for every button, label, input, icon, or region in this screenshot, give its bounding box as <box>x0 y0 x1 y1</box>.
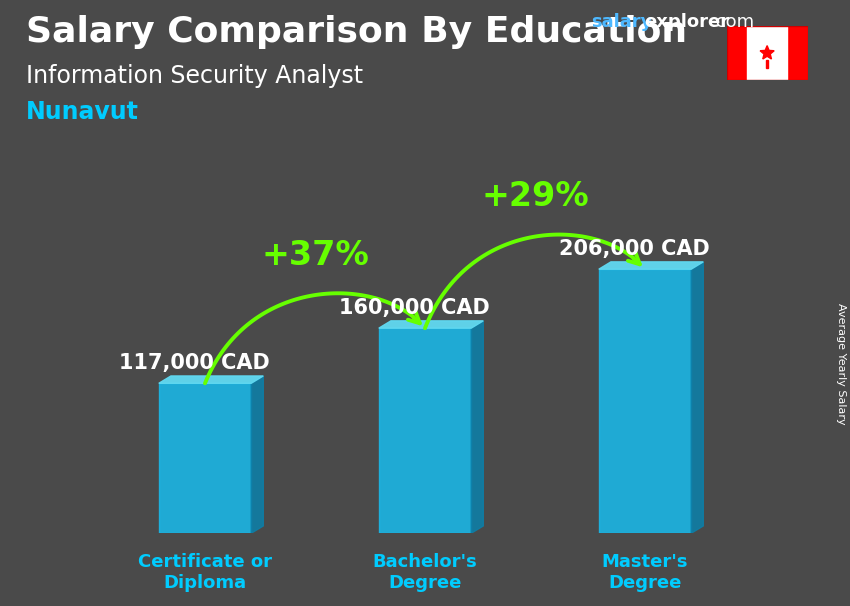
Polygon shape <box>159 383 252 533</box>
Text: salary: salary <box>591 13 652 32</box>
Polygon shape <box>598 269 691 533</box>
Text: Bachelor's
Degree: Bachelor's Degree <box>372 553 478 592</box>
Polygon shape <box>471 321 484 533</box>
Text: Salary Comparison By Education: Salary Comparison By Education <box>26 15 687 49</box>
Polygon shape <box>760 45 774 59</box>
Text: Nunavut: Nunavut <box>26 100 139 124</box>
Polygon shape <box>691 262 703 533</box>
Text: Certificate or
Diploma: Certificate or Diploma <box>138 553 272 592</box>
Text: 117,000 CAD: 117,000 CAD <box>119 353 269 373</box>
Text: 160,000 CAD: 160,000 CAD <box>338 298 490 318</box>
Text: +37%: +37% <box>261 239 369 271</box>
Polygon shape <box>379 321 484 328</box>
Text: Master's
Degree: Master's Degree <box>602 553 688 592</box>
Polygon shape <box>379 328 471 533</box>
Polygon shape <box>252 376 264 533</box>
Bar <box>727 26 747 80</box>
Bar <box>787 26 808 80</box>
Bar <box>747 26 787 80</box>
Polygon shape <box>159 376 264 383</box>
Polygon shape <box>766 60 768 68</box>
Text: Average Yearly Salary: Average Yearly Salary <box>836 303 846 424</box>
Text: explorer: explorer <box>644 13 729 32</box>
Text: 206,000 CAD: 206,000 CAD <box>558 239 710 259</box>
Text: .com: .com <box>711 13 755 32</box>
Text: Information Security Analyst: Information Security Analyst <box>26 64 363 88</box>
Polygon shape <box>598 262 703 269</box>
Text: +29%: +29% <box>481 179 589 213</box>
